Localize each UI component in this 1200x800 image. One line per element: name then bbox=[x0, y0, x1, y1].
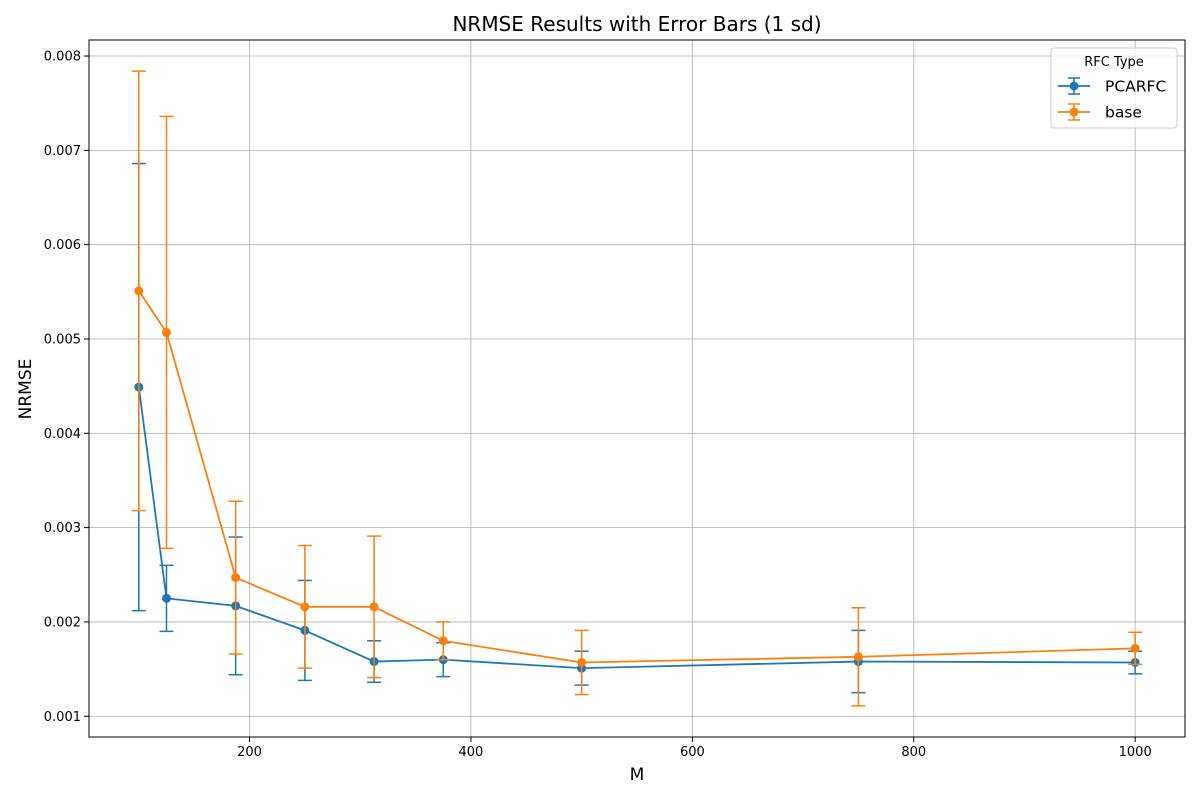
series-layer bbox=[131, 70, 1143, 707]
x-tick-label: 200 bbox=[237, 745, 262, 760]
data-point bbox=[853, 652, 863, 662]
data-point bbox=[577, 657, 587, 667]
data-point bbox=[161, 593, 171, 603]
series-base bbox=[131, 70, 1143, 707]
y-tick-label: 0.004 bbox=[44, 427, 81, 442]
y-tick-label: 0.001 bbox=[44, 710, 81, 725]
legend-box bbox=[1050, 47, 1178, 129]
legend-item-base: base bbox=[1058, 103, 1142, 122]
legend: RFC Type PCARFC base bbox=[1050, 47, 1178, 129]
ticks: 200 400 600 800 1000 0.001 0.002 0.003 0.004 0.00… bbox=[44, 50, 1152, 760]
data-point bbox=[161, 327, 171, 337]
grid bbox=[89, 40, 1185, 737]
data-point bbox=[369, 602, 379, 612]
data-point bbox=[1130, 643, 1140, 653]
chart-title: NRMSE Results with Error Bars (1 sd) bbox=[452, 12, 821, 36]
data-point bbox=[438, 636, 448, 646]
data-point bbox=[300, 602, 310, 612]
y-tick-label: 0.008 bbox=[44, 50, 81, 65]
y-tick-label: 0.003 bbox=[44, 521, 81, 536]
y-tick-label: 0.007 bbox=[44, 144, 81, 159]
legend-label: PCARFC bbox=[1105, 78, 1166, 96]
y-tick-label: 0.005 bbox=[44, 332, 81, 347]
x-tick-label: 1000 bbox=[1119, 745, 1152, 760]
x-tick-label: 600 bbox=[680, 745, 705, 760]
y-axis-label: NRMSE bbox=[16, 359, 36, 420]
plot-frame bbox=[88, 39, 1186, 738]
x-axis-label: M bbox=[630, 765, 645, 785]
x-tick-label: 800 bbox=[901, 745, 926, 760]
y-tick-label: 0.006 bbox=[44, 238, 81, 253]
legend-label: base bbox=[1105, 104, 1142, 122]
legend-title: RFC Type bbox=[1084, 55, 1144, 70]
data-point bbox=[231, 573, 241, 583]
x-tick-label: 400 bbox=[459, 745, 484, 760]
legend-marker bbox=[1069, 107, 1079, 117]
legend-marker bbox=[1069, 81, 1079, 91]
data-point bbox=[134, 286, 144, 296]
y-tick-label: 0.002 bbox=[44, 615, 81, 630]
legend-item-pcarfc: PCARFC bbox=[1058, 77, 1166, 96]
